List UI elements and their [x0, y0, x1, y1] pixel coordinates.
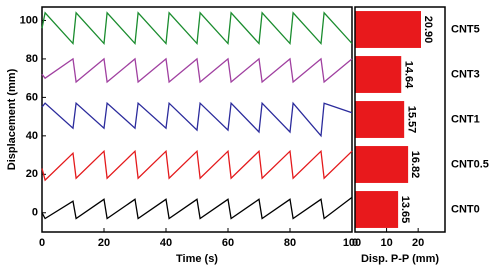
value-label: 20.90: [422, 16, 434, 44]
x-tick-label: 100: [343, 237, 361, 249]
x-tick-label: 20: [98, 237, 110, 249]
plot-frame: [354, 6, 446, 233]
value-label: 16.82: [409, 151, 421, 179]
bar: [355, 11, 421, 48]
value-label: 14.64: [402, 61, 414, 89]
line-series: [41, 149, 353, 182]
bar: [355, 146, 409, 183]
y-axis-label: Displacement (mm): [6, 68, 18, 170]
y-tick-label: 40: [26, 130, 38, 142]
value-label: 15.57: [405, 106, 417, 134]
x-tick-label: 0: [352, 237, 358, 249]
x-tick-label: 0: [39, 237, 45, 249]
category-label: CNT1: [451, 113, 480, 125]
x-axis-label: Time (s): [176, 253, 218, 265]
category-label: CNT3: [451, 68, 480, 80]
x-tick-label: 60: [222, 237, 234, 249]
line-series: [41, 57, 353, 84]
line-series: [41, 196, 353, 220]
value-label: 13.65: [399, 196, 411, 224]
y-tick-label: 20: [26, 168, 38, 180]
bar: [355, 56, 402, 93]
category-label: CNT0.5: [451, 158, 489, 170]
bar: [355, 191, 399, 228]
y-tick-label: 60: [26, 91, 38, 103]
line-series: [41, 11, 353, 46]
x-tick-label: 80: [284, 237, 296, 249]
category-label: CNT0: [451, 203, 480, 215]
y-tick-label: 80: [26, 53, 38, 65]
plot-frame: [41, 6, 353, 233]
y-tick-label: 100: [20, 14, 38, 26]
category-label: CNT5: [451, 23, 480, 35]
x-axis-label: Disp. P-P (mm): [361, 253, 439, 265]
x-tick-label: 10: [380, 237, 392, 249]
y-tick-label: 0: [32, 207, 38, 219]
bar: [355, 101, 405, 138]
line-series: [41, 101, 353, 138]
x-tick-label: 20: [412, 237, 424, 249]
x-tick-label: 40: [160, 237, 172, 249]
